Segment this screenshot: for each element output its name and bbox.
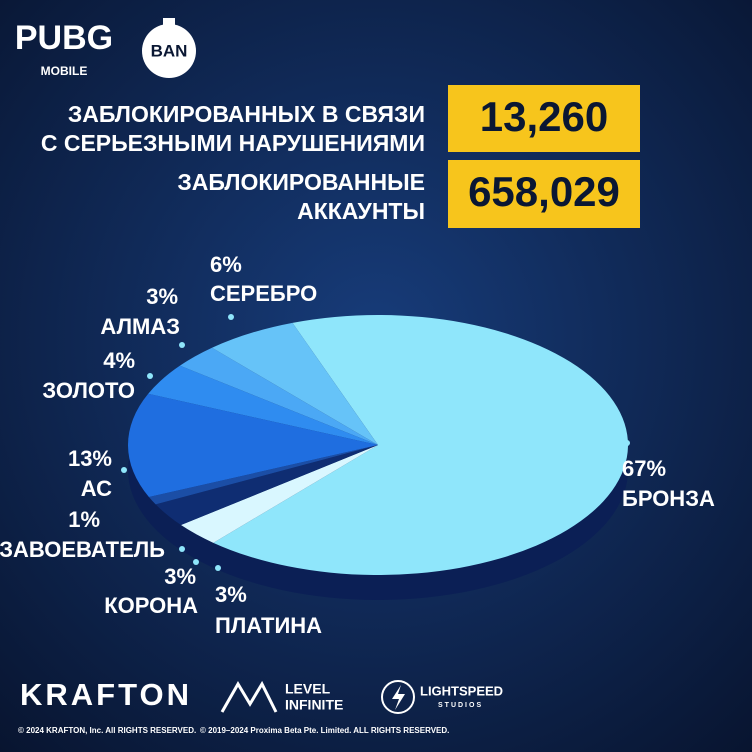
category-label: ЗАВОЕВАТЕЛЬ	[0, 537, 165, 562]
badge-handle	[163, 18, 175, 26]
copyright: © 2019–2024 Proxima Beta Pte. Limited. A…	[200, 726, 449, 735]
pie-slice	[212, 322, 378, 445]
badge-circle	[142, 24, 196, 78]
pie-slice	[180, 445, 378, 543]
stat-label: ЗАБЛОКИРОВАННЫЕ	[177, 169, 425, 195]
pie	[128, 315, 629, 576]
pie-slice	[213, 315, 629, 576]
brand-icon	[381, 680, 415, 714]
label-dot	[179, 546, 185, 552]
pie-labels: 67% БРОНЗА 3% ПЛАТИНА 3% КОРОНА 1% ЗАВОЕВАТЕЛЬ 1…	[0, 252, 715, 638]
pie-slice	[148, 365, 378, 445]
value-label: 3%	[146, 284, 178, 309]
logo: PUBG	[15, 19, 113, 57]
brand: INFINITE	[285, 697, 343, 713]
value-label: 13%	[68, 446, 112, 471]
category-label: ПЛАТИНА	[215, 613, 322, 638]
stat-box	[448, 160, 640, 228]
value-label: 67%	[622, 456, 666, 481]
pie-slice	[179, 347, 378, 445]
label-dot	[215, 565, 221, 571]
brand: LIGHTSPEED	[420, 683, 503, 698]
stat-box	[448, 85, 640, 152]
logo-sub: MOBILE	[41, 64, 88, 78]
category-label: КОРОНА	[104, 593, 198, 618]
label-dot	[624, 440, 630, 446]
brand-icon	[392, 685, 405, 710]
copyright: © 2024 KRAFTON, Inc. All RIGHTS RESERVED…	[18, 726, 196, 735]
category-label: ЗОЛОТО	[42, 378, 135, 403]
value-label: 3%	[215, 582, 247, 607]
value-label: 4%	[103, 348, 135, 373]
value-label: 3%	[164, 564, 196, 589]
pie-slice	[155, 445, 378, 526]
label-dot	[179, 342, 185, 348]
badge: BAN	[151, 41, 188, 60]
brand: LEVEL	[285, 681, 331, 697]
category-label: БРОНЗА	[622, 486, 715, 511]
pie-slice	[148, 445, 378, 505]
value-label: 1%	[68, 507, 100, 532]
stat-label: АККАУНТЫ	[297, 198, 425, 224]
category-label: СЕРЕБРО	[210, 281, 317, 306]
label-dot	[121, 467, 127, 473]
stat-label: С СЕРЬЕЗНЫМИ НАРУШЕНИЯМИ	[41, 130, 425, 156]
stat-label: ЗАБЛОКИРОВАННЫХ В СВЯЗИ	[68, 101, 425, 127]
label-dot	[228, 314, 234, 320]
stat-value: 658,029	[468, 168, 620, 215]
stat-value: 13,260	[480, 93, 608, 140]
brand-icon	[220, 680, 278, 713]
pie-slice	[128, 393, 378, 498]
label-dot	[193, 559, 199, 565]
brand: STUDIOS	[438, 702, 483, 709]
value-label: 6%	[210, 252, 242, 277]
label-dot	[147, 373, 153, 379]
brand: KRAFTON	[20, 677, 192, 712]
category-label: АЛМАЗ	[100, 314, 180, 339]
category-label: АС	[81, 476, 112, 501]
